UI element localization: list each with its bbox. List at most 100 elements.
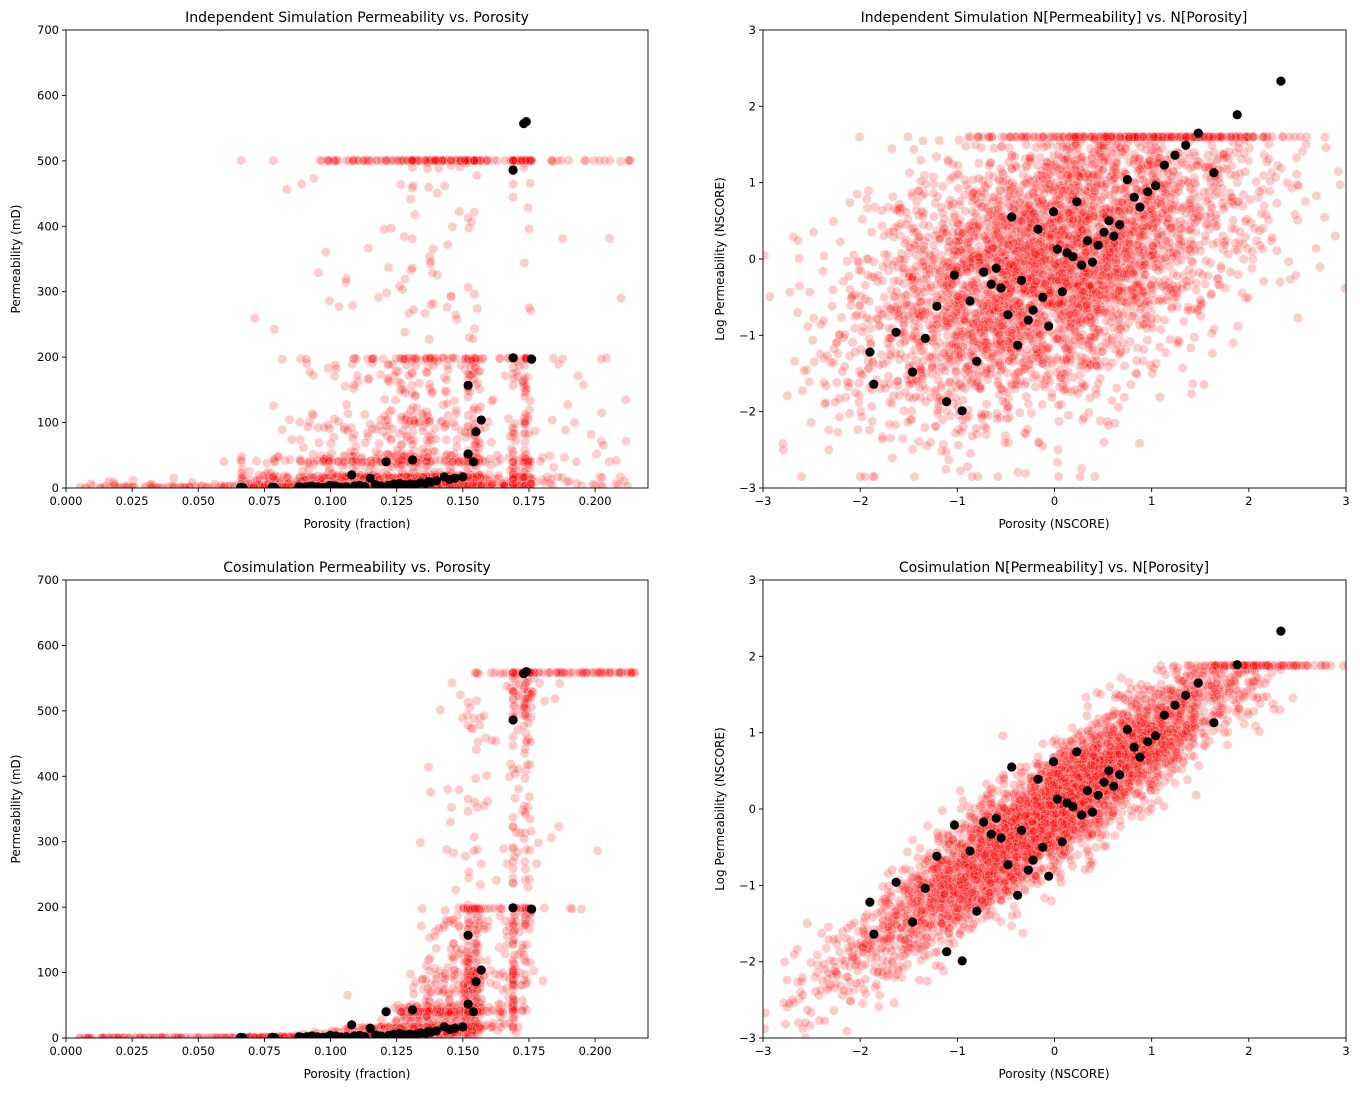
- simulated-point: [429, 244, 438, 253]
- simulated-point: [519, 472, 528, 481]
- data-point: [464, 449, 473, 458]
- simulated-point: [408, 427, 417, 436]
- simulated-point: [302, 355, 311, 364]
- simulated-point: [431, 424, 440, 433]
- simulated-point: [314, 268, 323, 277]
- simulated-point: [330, 415, 339, 424]
- simulated-point: [511, 479, 520, 488]
- simulated-point: [443, 361, 452, 370]
- simulated-point: [169, 473, 178, 482]
- simulated-point: [250, 314, 259, 323]
- simulated-point: [408, 234, 417, 243]
- data-point: [519, 119, 528, 128]
- simulated-point: [520, 481, 529, 490]
- simulated-point: [342, 400, 351, 409]
- simulated-point: [393, 156, 402, 165]
- simulated-point: [589, 156, 598, 165]
- simulated-point: [880, 293, 889, 302]
- simulated-point: [966, 449, 975, 458]
- simulated-point: [309, 411, 318, 420]
- simulated-point: [424, 183, 433, 192]
- simulated-point: [520, 258, 529, 267]
- simulated-point: [428, 268, 437, 277]
- simulated-point: [348, 360, 357, 369]
- simulated-point: [526, 179, 535, 188]
- simulated-point: [520, 429, 529, 438]
- simulated-point: [384, 360, 393, 369]
- simulated-point: [1111, 419, 1120, 428]
- simulated-point: [472, 437, 481, 446]
- simulated-point: [382, 288, 391, 297]
- simulated-point: [499, 481, 508, 490]
- simulated-point: [588, 480, 597, 489]
- simulated-point: [348, 301, 357, 310]
- simulated-point: [387, 406, 396, 415]
- simulated-point: [406, 194, 415, 203]
- y-tick-label: 300: [37, 285, 59, 299]
- simulated-point: [860, 472, 869, 481]
- x-tick-label: 0.025: [116, 494, 149, 508]
- simulated-point: [557, 156, 566, 165]
- simulated-point: [805, 377, 814, 386]
- simulated-point: [180, 483, 189, 492]
- data-point: [376, 481, 385, 490]
- data-point: [360, 482, 369, 491]
- simulated-point: [1135, 439, 1144, 448]
- simulated-point: [443, 240, 452, 249]
- simulated-point: [549, 463, 558, 472]
- simulated-point: [410, 210, 419, 219]
- simulated-point: [508, 457, 517, 466]
- x-tick-label: 0.150: [446, 494, 479, 508]
- simulated-point: [329, 433, 338, 442]
- simulated-point: [408, 156, 417, 165]
- simulated-point: [442, 375, 451, 384]
- simulated-point: [269, 156, 278, 165]
- simulated-point: [455, 162, 464, 171]
- x-tick-label: 0.100: [314, 494, 347, 508]
- simulated-point: [420, 156, 429, 165]
- panel-independent-nscore: Independent Simulation N[Permeability] v…: [689, 10, 1360, 531]
- simulated-point: [622, 437, 631, 446]
- simulated-point: [520, 418, 529, 427]
- simulated-point: [469, 156, 478, 165]
- simulated-point: [399, 355, 408, 364]
- simulated-point: [154, 483, 163, 492]
- simulated-point: [452, 442, 461, 451]
- simulated-point: [423, 453, 432, 462]
- simulated-point: [862, 194, 871, 203]
- simulated-point: [510, 419, 519, 428]
- simulated-point: [426, 257, 435, 266]
- simulated-point: [887, 399, 896, 408]
- simulated-point: [440, 181, 449, 190]
- simulated-point: [526, 306, 535, 315]
- simulated-point: [239, 471, 248, 480]
- simulated-point: [407, 381, 416, 390]
- simulated-point: [419, 410, 428, 419]
- data-point: [323, 482, 332, 491]
- simulated-point: [561, 426, 570, 435]
- y-axis-label: Log Permeability (NSCORE): [713, 177, 727, 341]
- simulated-point: [429, 299, 438, 308]
- simulated-point: [475, 385, 484, 394]
- simulated-point: [469, 414, 478, 423]
- simulated-point: [577, 481, 586, 490]
- data-point: [384, 481, 393, 490]
- simulated-point: [464, 213, 473, 222]
- simulated-point: [237, 452, 246, 461]
- simulated-point: [270, 325, 279, 334]
- simulated-point: [335, 302, 344, 311]
- simulated-point: [309, 174, 318, 183]
- simulated-point: [581, 156, 590, 165]
- simulated-point: [323, 156, 332, 165]
- plot-area: [689, 77, 1360, 482]
- simulated-point: [470, 324, 479, 333]
- simulated-point: [616, 157, 625, 166]
- simulated-point: [384, 263, 393, 272]
- simulated-point: [579, 380, 588, 389]
- simulated-point: [469, 334, 478, 343]
- data-point: [450, 474, 459, 483]
- simulated-point: [278, 355, 287, 364]
- y-axis-label: Permeability (mD): [9, 205, 23, 314]
- x-tick-label: 0.200: [579, 494, 612, 508]
